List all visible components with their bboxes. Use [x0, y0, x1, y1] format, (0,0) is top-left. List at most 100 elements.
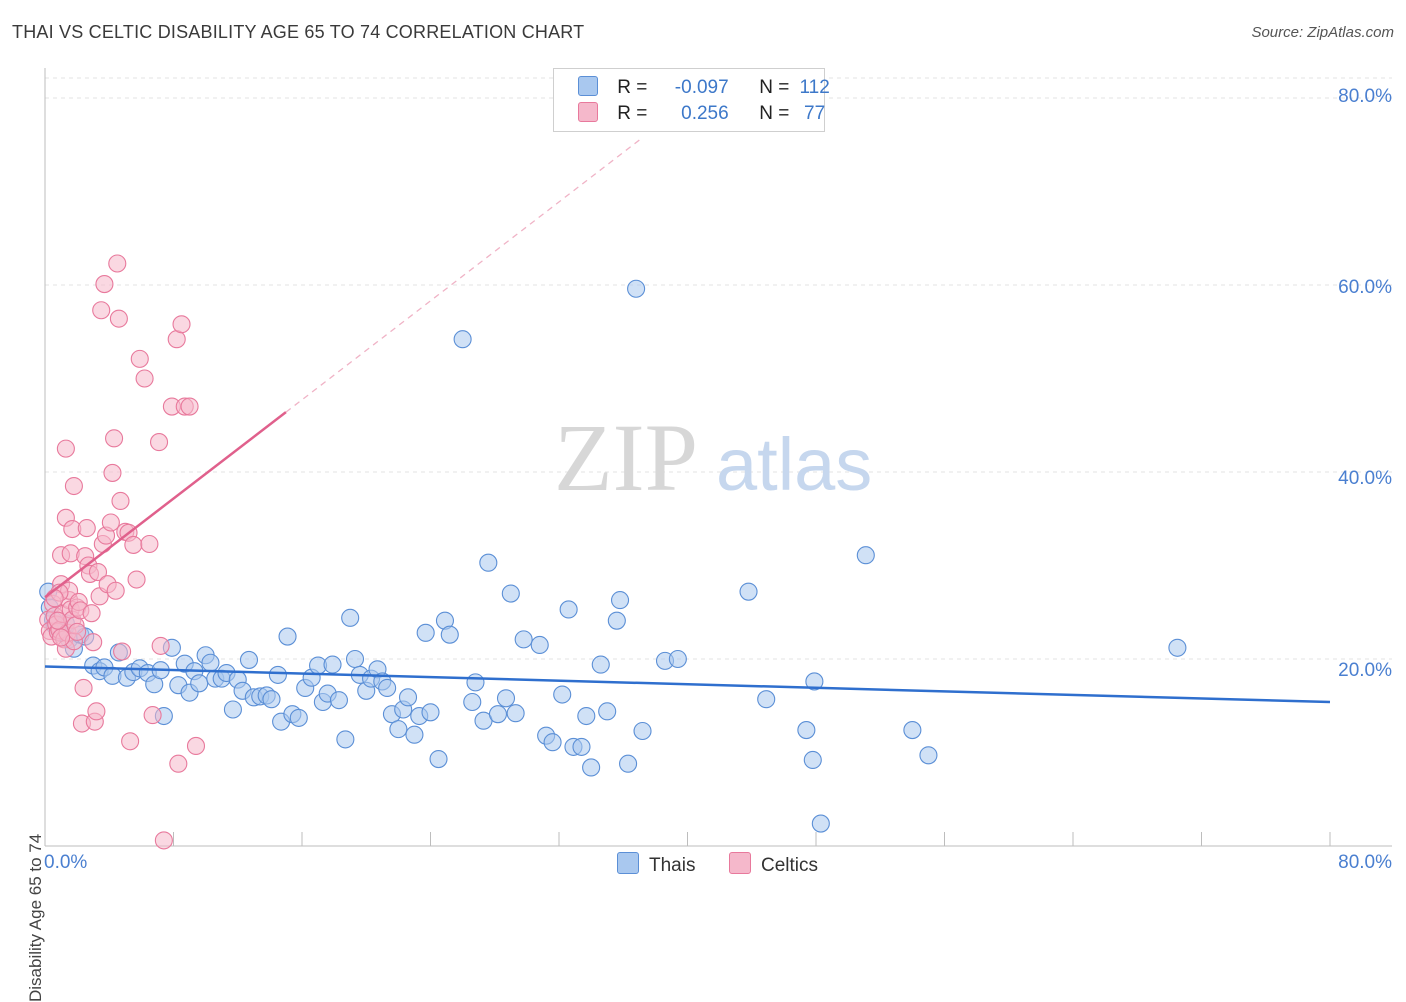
- thai-point: [506, 704, 525, 723]
- legend-n-label: N =: [759, 77, 790, 98]
- y-tick-label-40: 40.0%: [1338, 468, 1392, 489]
- thai-point: [530, 635, 549, 655]
- celtic-point: [167, 330, 186, 349]
- celtic-point: [82, 604, 101, 623]
- celtic-point: [84, 633, 103, 652]
- thai-point: [440, 625, 459, 644]
- celtics-series: [39, 254, 206, 850]
- celtic-point: [87, 702, 106, 721]
- thai-point: [389, 720, 408, 739]
- thai-point: [627, 279, 646, 298]
- thai-point: [607, 611, 626, 630]
- thai-point: [919, 746, 938, 765]
- thai-point: [453, 330, 472, 349]
- thai-point: [421, 703, 440, 722]
- thai-point: [633, 721, 652, 741]
- thai-point: [463, 692, 482, 712]
- bottom-legend-celtics: Celtics: [729, 852, 818, 877]
- thai-point: [811, 814, 830, 833]
- legend-r-label: R =: [617, 77, 648, 98]
- legend-n-value-celtics: 77: [804, 103, 826, 124]
- celtic-point: [105, 429, 124, 448]
- legend-row-thais: R = -0.097 N = 112: [578, 76, 835, 100]
- legend-row-celtics: R = 0.256 N = 77: [578, 102, 835, 126]
- x-tick-label-min: 0.0%: [44, 852, 88, 873]
- legend-r-value-celtics: 0.256: [681, 103, 729, 124]
- thai-point: [278, 627, 297, 646]
- celtic-point: [77, 519, 96, 538]
- celtic-point: [149, 433, 169, 452]
- legend-n-label: N =: [759, 103, 790, 124]
- celtic-point: [135, 369, 154, 388]
- celtic-point: [68, 622, 87, 641]
- celtic-point: [186, 736, 206, 756]
- gridlines: [45, 77, 1392, 660]
- thai-point: [856, 546, 875, 565]
- thai-point: [239, 650, 259, 669]
- thai-point: [201, 653, 220, 672]
- thai-point: [336, 730, 355, 749]
- source-credit: Source: ZipAtlas.com: [1251, 24, 1394, 41]
- thai-point: [466, 673, 485, 692]
- thai-point: [553, 685, 572, 704]
- thai-point: [378, 678, 397, 698]
- celtic-point: [108, 254, 127, 273]
- y-tick-label-20: 20.0%: [1338, 660, 1392, 681]
- celtic-trend-extension: [285, 139, 640, 413]
- thais-series: [39, 279, 1187, 833]
- thai-trend-line: [44, 665, 1331, 704]
- celtic-point: [113, 642, 132, 661]
- thai-point: [416, 623, 435, 642]
- thai-point: [619, 754, 638, 773]
- watermark-atlas: atlas: [716, 423, 872, 506]
- thai-point: [598, 702, 617, 721]
- thai-point: [1168, 638, 1187, 657]
- thai-point: [429, 749, 448, 769]
- celtic-trend-line: [44, 411, 287, 599]
- thai-point: [543, 733, 562, 752]
- thai-point: [405, 725, 424, 744]
- axes: [44, 68, 1392, 847]
- celtic-point: [169, 754, 188, 773]
- thai-point: [668, 649, 687, 669]
- correlation-legend: R = -0.097 N = 112 R = 0.256 N = 77: [553, 68, 830, 132]
- thai-point: [803, 750, 822, 770]
- thai-point: [479, 553, 498, 572]
- thai-point: [610, 591, 630, 610]
- bottom-legend-swatch-thais: [617, 852, 639, 874]
- thai-point: [739, 582, 758, 601]
- celtic-point: [143, 706, 162, 725]
- thai-point: [262, 690, 281, 709]
- thai-point: [805, 672, 824, 691]
- y-tick-label-60: 60.0%: [1338, 277, 1392, 298]
- thai-point: [496, 689, 516, 708]
- celtic-point: [92, 301, 111, 320]
- thai-point: [501, 584, 520, 603]
- celtic-point: [154, 831, 173, 850]
- thai-point: [268, 665, 287, 684]
- celtic-point: [64, 476, 83, 496]
- celtic-point: [151, 636, 170, 655]
- celtic-point: [48, 611, 67, 630]
- x-tick-label-max: 80.0%: [1338, 852, 1392, 873]
- legend-r-value-thais: -0.097: [674, 77, 729, 98]
- thai-point: [329, 691, 348, 710]
- celtic-point: [121, 732, 140, 751]
- thai-point: [341, 608, 360, 627]
- celtic-point: [106, 581, 125, 600]
- thai-point: [190, 674, 209, 693]
- thai-point: [577, 706, 596, 726]
- celtic-point: [111, 491, 130, 511]
- bottom-legend-label-thais: Thais: [649, 855, 696, 876]
- celtic-point: [103, 463, 122, 482]
- thai-point: [903, 721, 922, 740]
- celtic-point: [140, 534, 159, 554]
- thai-point: [514, 630, 533, 649]
- thai-point: [323, 655, 342, 674]
- trend-lines: [44, 139, 1331, 704]
- bottom-legend-thais: Thais: [617, 852, 695, 877]
- legend-swatch-celtics: [578, 102, 598, 122]
- celtic-point: [45, 589, 64, 608]
- celtic-point: [56, 439, 75, 458]
- chart-title: THAI VS CELTIC DISABILITY AGE 65 TO 74 C…: [12, 22, 585, 42]
